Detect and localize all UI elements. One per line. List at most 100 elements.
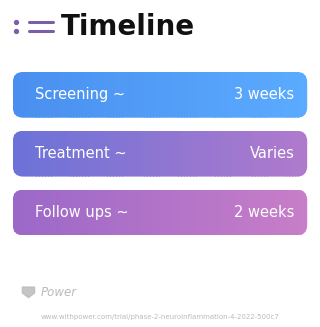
Bar (227, 131, 229, 177)
Bar (96, 190, 97, 235)
Bar (131, 131, 133, 177)
Bar (156, 72, 158, 118)
Bar (162, 131, 164, 177)
Bar (179, 72, 180, 118)
Bar (303, 131, 305, 177)
Bar (144, 190, 146, 235)
Bar (158, 131, 159, 177)
Bar (307, 72, 309, 118)
Bar (34, 72, 35, 118)
Bar (276, 190, 278, 235)
Bar (100, 190, 102, 235)
Bar (72, 190, 74, 235)
Bar (298, 131, 300, 177)
Bar (105, 72, 106, 118)
Bar (23, 72, 25, 118)
Bar (132, 190, 134, 235)
Bar (76, 190, 78, 235)
Bar (62, 72, 63, 118)
Bar (134, 131, 136, 177)
Bar (84, 72, 85, 118)
Bar (210, 72, 211, 118)
Bar (57, 72, 59, 118)
Bar (16, 72, 18, 118)
Bar (295, 131, 297, 177)
Bar (227, 72, 229, 118)
Bar (19, 72, 20, 118)
Bar (284, 190, 285, 235)
Bar (54, 72, 56, 118)
Bar (132, 72, 134, 118)
Bar (171, 190, 173, 235)
Bar (211, 72, 213, 118)
Bar (254, 72, 256, 118)
Bar (85, 131, 87, 177)
Bar (171, 131, 173, 177)
Bar (161, 72, 163, 118)
Bar (239, 131, 241, 177)
Bar (119, 72, 121, 118)
Bar (244, 190, 245, 235)
Bar (146, 131, 148, 177)
Bar (241, 131, 242, 177)
Bar (149, 131, 151, 177)
Bar (17, 190, 19, 235)
Bar (152, 72, 154, 118)
Bar (172, 131, 174, 177)
Bar (205, 131, 207, 177)
Bar (230, 190, 232, 235)
Bar (22, 72, 23, 118)
Bar (125, 72, 127, 118)
Bar (41, 190, 43, 235)
Bar (108, 72, 109, 118)
Bar (220, 72, 222, 118)
Bar (106, 72, 108, 118)
Bar (38, 131, 40, 177)
Bar (150, 72, 152, 118)
Bar (288, 190, 290, 235)
Bar (156, 131, 158, 177)
Bar (223, 72, 225, 118)
Bar (301, 190, 303, 235)
Bar (48, 190, 50, 235)
Bar (116, 131, 118, 177)
Bar (204, 190, 205, 235)
Bar (94, 190, 96, 235)
Bar (304, 72, 306, 118)
Bar (266, 131, 268, 177)
Bar (152, 190, 154, 235)
Bar (90, 190, 92, 235)
Bar (298, 72, 300, 118)
Bar (292, 131, 294, 177)
Bar (248, 131, 250, 177)
Bar (72, 72, 74, 118)
Bar (51, 72, 53, 118)
Bar (214, 72, 216, 118)
Bar (224, 131, 226, 177)
Bar (184, 131, 186, 177)
Bar (264, 72, 266, 118)
Bar (165, 131, 167, 177)
Bar (81, 72, 83, 118)
Bar (258, 72, 260, 118)
Bar (38, 72, 40, 118)
Bar (251, 190, 253, 235)
Bar (97, 72, 99, 118)
Bar (177, 72, 179, 118)
Bar (116, 190, 118, 235)
Bar (146, 72, 148, 118)
Bar (198, 72, 199, 118)
Bar (246, 190, 248, 235)
Bar (130, 131, 132, 177)
Bar (36, 72, 38, 118)
Bar (148, 190, 149, 235)
Bar (199, 72, 201, 118)
Bar (183, 131, 185, 177)
Bar (44, 190, 46, 235)
Bar (113, 72, 115, 118)
Bar (39, 72, 41, 118)
Bar (75, 72, 77, 118)
Bar (260, 190, 261, 235)
Bar (300, 190, 301, 235)
Bar (99, 72, 100, 118)
